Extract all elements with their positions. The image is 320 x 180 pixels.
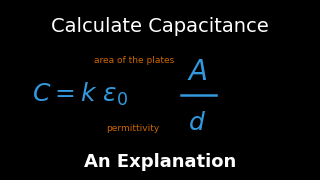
Text: $A$: $A$ [187, 58, 207, 86]
Text: $d$: $d$ [188, 111, 206, 135]
Text: $C = k\ \varepsilon_0$: $C = k\ \varepsilon_0$ [32, 81, 128, 108]
Text: permittivity: permittivity [106, 124, 159, 133]
Text: An Explanation: An Explanation [84, 153, 236, 171]
Text: Calculate Capacitance: Calculate Capacitance [51, 17, 269, 37]
Text: area of the plates: area of the plates [94, 56, 174, 65]
